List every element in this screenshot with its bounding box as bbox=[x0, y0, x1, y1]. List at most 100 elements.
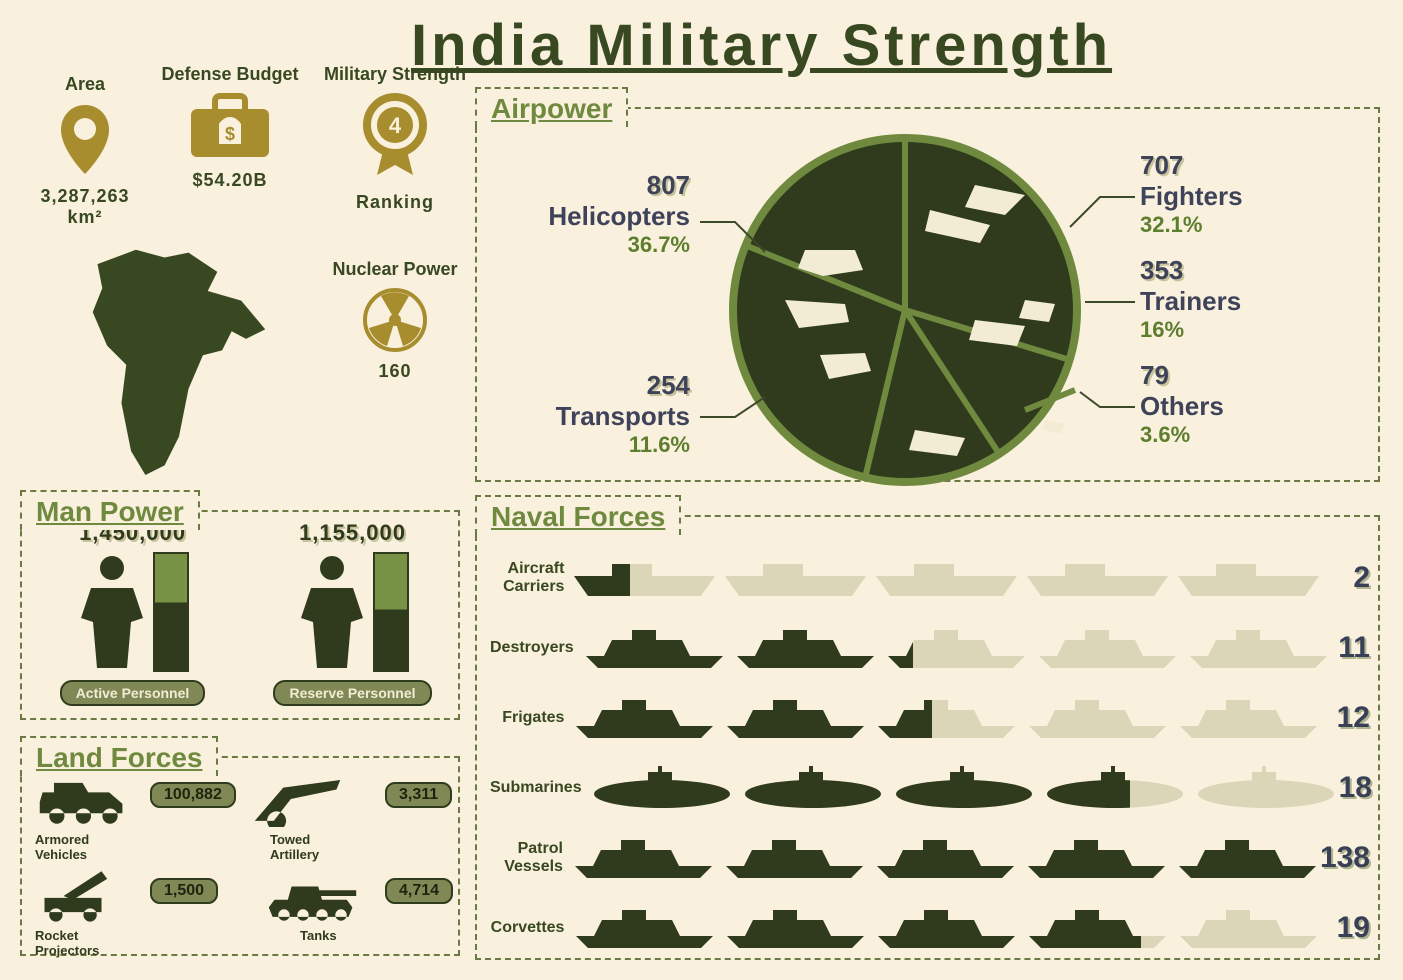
ship-icon bbox=[582, 626, 727, 670]
ship-icon bbox=[1186, 626, 1331, 670]
others-count: 79 bbox=[1140, 360, 1320, 391]
naval-header: Naval Forces bbox=[475, 495, 681, 535]
air-trainers: 353 Trainers 16% bbox=[1140, 255, 1320, 343]
sub-icon bbox=[1194, 766, 1339, 810]
rocket-projectors-value: 1,500 bbox=[150, 878, 218, 904]
active-label: Active Personnel bbox=[60, 680, 206, 706]
area-label: Area bbox=[30, 75, 140, 95]
carrier-icon bbox=[1025, 556, 1170, 600]
ship-icon bbox=[884, 626, 1029, 670]
towed-artillery-label: Towed Artillery bbox=[270, 832, 345, 862]
naval-row-frigates: Frigates 12 bbox=[490, 688, 1380, 748]
rocket-projectors: 1,500 Rocket Projectors bbox=[35, 868, 130, 923]
armored-vehicles-value: 100,882 bbox=[150, 782, 236, 808]
svg-text:4: 4 bbox=[389, 113, 402, 138]
towed-artillery: 3,311 Towed Artillery bbox=[250, 772, 345, 827]
fighters-pct: 32.1% bbox=[1140, 212, 1320, 238]
medal-icon: 4 bbox=[355, 93, 435, 183]
transports-name: Transports bbox=[510, 401, 690, 432]
reserve-bar bbox=[373, 552, 409, 672]
ship-icon bbox=[1025, 696, 1170, 740]
naval-row-destroyers: Destroyers 11 bbox=[490, 618, 1380, 678]
carrier-icon bbox=[874, 556, 1019, 600]
artillery-icon bbox=[250, 772, 345, 827]
carrier-icon bbox=[723, 556, 868, 600]
svg-text:$: $ bbox=[225, 124, 235, 144]
sub-icon bbox=[741, 766, 886, 810]
landforces-header: Land Forces bbox=[20, 736, 218, 776]
naval-row-label: Patrol Vessels bbox=[490, 840, 571, 875]
india-map-icon bbox=[35, 245, 275, 475]
airpower-section: Airpower bbox=[475, 87, 628, 127]
radiation-icon bbox=[363, 288, 427, 352]
budget-value: $54.20B bbox=[160, 170, 300, 191]
ship-icon bbox=[1035, 626, 1180, 670]
naval-row-count: 18 bbox=[1339, 771, 1382, 805]
tank-icon bbox=[265, 868, 360, 923]
nuclear-value: 160 bbox=[320, 361, 470, 382]
fighters-count: 707 bbox=[1140, 150, 1320, 181]
ship-icon bbox=[1176, 906, 1321, 950]
naval-row-label: Destroyers bbox=[490, 639, 582, 657]
soldier-icon bbox=[297, 552, 367, 672]
naval-row-icons bbox=[571, 836, 1320, 880]
rank-stat: Military Strength 4 Ranking bbox=[320, 65, 470, 213]
rocket-projectors-label: Rocket Projectors bbox=[35, 928, 130, 958]
trainers-name: Trainers bbox=[1140, 286, 1320, 317]
ship-icon bbox=[723, 696, 868, 740]
budget-stat: Defense Budget $ $54.20B bbox=[160, 65, 300, 191]
naval-row-submarines: Submarines18 bbox=[490, 758, 1380, 818]
helicopters-pct: 36.7% bbox=[510, 232, 690, 258]
area-stat: Area 3,287,263 km² bbox=[30, 75, 140, 228]
naval-row-patrol-vessels: Patrol Vessels 138 bbox=[490, 828, 1380, 888]
sub-icon bbox=[590, 766, 735, 810]
helicopters-count: 807 bbox=[510, 170, 690, 201]
ship-icon bbox=[1175, 836, 1320, 880]
briefcase-money-icon: $ bbox=[185, 93, 275, 161]
armored-vehicles-label: Armored Vehicles bbox=[35, 832, 130, 862]
naval-row-count: 12 bbox=[1321, 701, 1380, 735]
reserve-value: 1,155,000 bbox=[250, 520, 455, 546]
ship-icon bbox=[723, 906, 868, 950]
naval-row-icons bbox=[572, 696, 1321, 740]
ship-icon bbox=[1024, 836, 1169, 880]
nuclear-stat: Nuclear Power 160 bbox=[320, 260, 470, 382]
naval-row-label: Corvettes bbox=[490, 919, 572, 937]
airpower-pie bbox=[725, 130, 1085, 490]
others-pct: 3.6% bbox=[1140, 422, 1320, 448]
naval-row-count: 19 bbox=[1321, 911, 1380, 945]
air-fighters: 707 Fighters 32.1% bbox=[1140, 150, 1320, 238]
map-pin-icon bbox=[55, 103, 115, 177]
ship-icon bbox=[874, 906, 1019, 950]
budget-label: Defense Budget bbox=[160, 65, 300, 85]
rank-value-label: Ranking bbox=[320, 192, 470, 213]
fighters-name: Fighters bbox=[1140, 181, 1320, 212]
towed-artillery-value: 3,311 bbox=[385, 782, 452, 808]
airpower-header: Airpower bbox=[475, 87, 628, 127]
naval-row-icons bbox=[572, 906, 1321, 950]
air-others: 79 Others 3.6% bbox=[1140, 360, 1320, 448]
others-name: Others bbox=[1140, 391, 1320, 422]
active-personnel: 1,450,000 Active Personnel bbox=[30, 520, 235, 706]
transports-count: 254 bbox=[510, 370, 690, 401]
naval-row-count: 2 bbox=[1321, 561, 1380, 595]
air-helicopters: 807 Helicopters 36.7% bbox=[510, 170, 690, 258]
ship-icon bbox=[874, 696, 1019, 740]
reserve-personnel: 1,155,000 Reserve Personnel bbox=[250, 520, 455, 706]
area-value: 3,287,263 km² bbox=[30, 186, 140, 228]
naval-row-count: 11 bbox=[1331, 631, 1380, 665]
ship-icon bbox=[572, 906, 717, 950]
soldier-icon bbox=[77, 552, 147, 672]
naval-row-label: Frigates bbox=[490, 709, 572, 727]
landforces-section: Land Forces bbox=[20, 736, 218, 776]
rank-label: Military Strength bbox=[320, 65, 470, 85]
naval-row-icons bbox=[572, 556, 1321, 600]
naval-row-aircraft-carriers: Aircraft Carriers2 bbox=[490, 548, 1380, 608]
ship-icon bbox=[1025, 906, 1170, 950]
naval-row-count: 138 bbox=[1320, 841, 1380, 875]
armored-vehicle-icon bbox=[35, 772, 130, 827]
rocket-projector-icon bbox=[35, 868, 130, 923]
armored-vehicles: 100,882 Armored Vehicles bbox=[35, 772, 130, 827]
naval-row-icons bbox=[582, 626, 1331, 670]
sub-icon bbox=[1043, 766, 1188, 810]
